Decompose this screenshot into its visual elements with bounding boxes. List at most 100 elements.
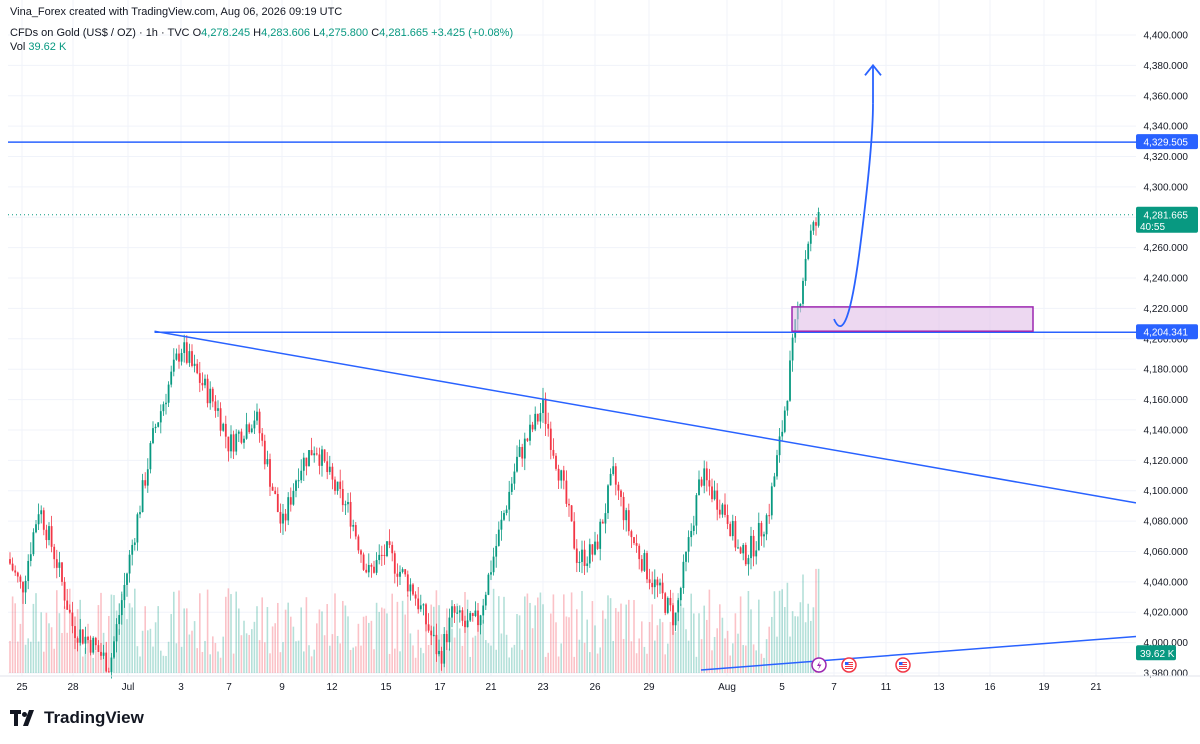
volume-bar [570, 592, 573, 673]
candle-body [565, 480, 568, 504]
candle-body [651, 582, 654, 588]
candle-body [744, 544, 747, 565]
volume-bar [35, 593, 37, 673]
candle-body [289, 497, 292, 505]
candle-body [471, 613, 474, 616]
time-tick-label[interactable]: 17 [434, 682, 446, 693]
candle-body [321, 449, 323, 466]
volume-bar [427, 644, 430, 673]
volume-bar [815, 568, 817, 673]
time-tick-label[interactable]: Aug [718, 682, 736, 693]
candle-body [557, 468, 560, 481]
candle-body [653, 579, 656, 588]
candle-body [425, 604, 427, 625]
volume-bar [589, 652, 591, 673]
volume-bar [739, 596, 742, 673]
candle-body [167, 384, 170, 403]
candle-body [560, 470, 563, 481]
candle-body [451, 606, 453, 618]
lightning-icon[interactable] [811, 657, 827, 673]
time-tick-label[interactable]: 5 [779, 682, 785, 693]
candle-body [63, 581, 66, 601]
time-tick-label[interactable]: 25 [16, 682, 28, 693]
time-tick-label[interactable]: 21 [1090, 682, 1102, 693]
symbol-legend[interactable]: CFDs on Gold (US$ / OZ) · 1h · TVC O4,27… [10, 27, 513, 39]
time-tick-label[interactable]: 12 [326, 682, 338, 693]
us-flag-icon[interactable] [841, 657, 857, 673]
candle-body [253, 420, 256, 429]
time-tick-label[interactable]: 15 [380, 682, 392, 693]
volume-bar [131, 607, 133, 673]
candle-body [721, 504, 724, 515]
candle-body [141, 480, 144, 513]
candle-body [399, 571, 401, 577]
candle-body [401, 569, 404, 572]
volume-bar [245, 633, 248, 673]
candle-body [737, 547, 739, 549]
volume-bar [19, 623, 22, 673]
time-tick-label[interactable]: 26 [589, 682, 601, 693]
time-tick-label[interactable]: 23 [537, 682, 549, 693]
tradingview-logo[interactable]: TradingView [10, 708, 144, 728]
candle-body [760, 522, 763, 537]
candle-body [404, 569, 407, 575]
time-tick-label[interactable]: 29 [643, 682, 655, 693]
candle-body [113, 641, 115, 658]
volume-bar [84, 647, 87, 673]
time-tick-label[interactable]: 7 [226, 682, 232, 693]
resistance-price-tag-bg [1136, 134, 1198, 150]
volume-bar [126, 619, 128, 673]
us-flag-icon[interactable] [895, 657, 911, 673]
time-tick-label[interactable]: 21 [485, 682, 497, 693]
volume-bar [492, 588, 495, 673]
time-tick-label[interactable]: 16 [984, 682, 996, 693]
time-axis[interactable]: 25 28 Jul 3 7 9 12 15 17 21 23 26 29 Aug 5 7 11 13 16 19 21 [0, 675, 1200, 693]
volume-bar [674, 632, 677, 673]
volume-bar [643, 646, 646, 673]
volume-bar [414, 657, 417, 673]
candle-body [458, 610, 461, 613]
volume-bar [573, 656, 575, 673]
time-tick-label[interactable]: 28 [67, 682, 79, 693]
time-tick-label[interactable]: Jul [122, 682, 135, 693]
volume-bar [357, 623, 360, 673]
volume-bar [719, 604, 721, 673]
volume-bar [760, 653, 763, 673]
volume-bar [300, 607, 302, 673]
us-flag-icon-canton [845, 662, 849, 665]
candle-body [718, 509, 721, 515]
volume-bar [87, 623, 89, 673]
projection-arrow[interactable] [833, 103, 874, 327]
volume-bar [287, 602, 289, 673]
descending-trendline[interactable] [154, 330, 1137, 504]
price-axis[interactable]: 4,400.000 4,380.000 4,360.000 4,340.000 4,32… [1136, 0, 1200, 692]
time-tick-label[interactable]: 3 [178, 682, 184, 693]
volume-bar [386, 613, 388, 673]
ascending-trendline[interactable] [700, 635, 1137, 671]
candle-body [708, 480, 711, 487]
time-tick-label[interactable]: 11 [881, 682, 892, 693]
time-tick-label[interactable]: 13 [933, 682, 945, 693]
demand-zone[interactable] [791, 306, 1034, 332]
time-tick-label[interactable]: 7 [831, 682, 837, 693]
volume-bar [469, 656, 471, 673]
candle-body [698, 479, 700, 496]
volume-bar [188, 634, 191, 673]
time-tick-label[interactable]: 19 [1038, 682, 1050, 693]
volume-bar [212, 636, 214, 673]
volume-bar [771, 616, 773, 673]
event-markers[interactable] [811, 657, 911, 673]
volume-bar [32, 603, 35, 673]
volume-bar [706, 619, 708, 673]
candle-body [131, 544, 134, 555]
time-tick-label[interactable]: 9 [279, 682, 285, 693]
volume-bar [43, 651, 45, 673]
volume-bar [721, 617, 724, 673]
price-tick-label: 4,040.000 [1144, 577, 1189, 588]
volume-bar [526, 593, 529, 673]
last-price-tag-bg [1136, 206, 1198, 233]
symbol-name[interactable]: CFDs on Gold (US$ / OZ) · 1h · TVC [10, 27, 190, 39]
projection-arrowhead [864, 63, 882, 76]
volume-bar [24, 644, 27, 673]
